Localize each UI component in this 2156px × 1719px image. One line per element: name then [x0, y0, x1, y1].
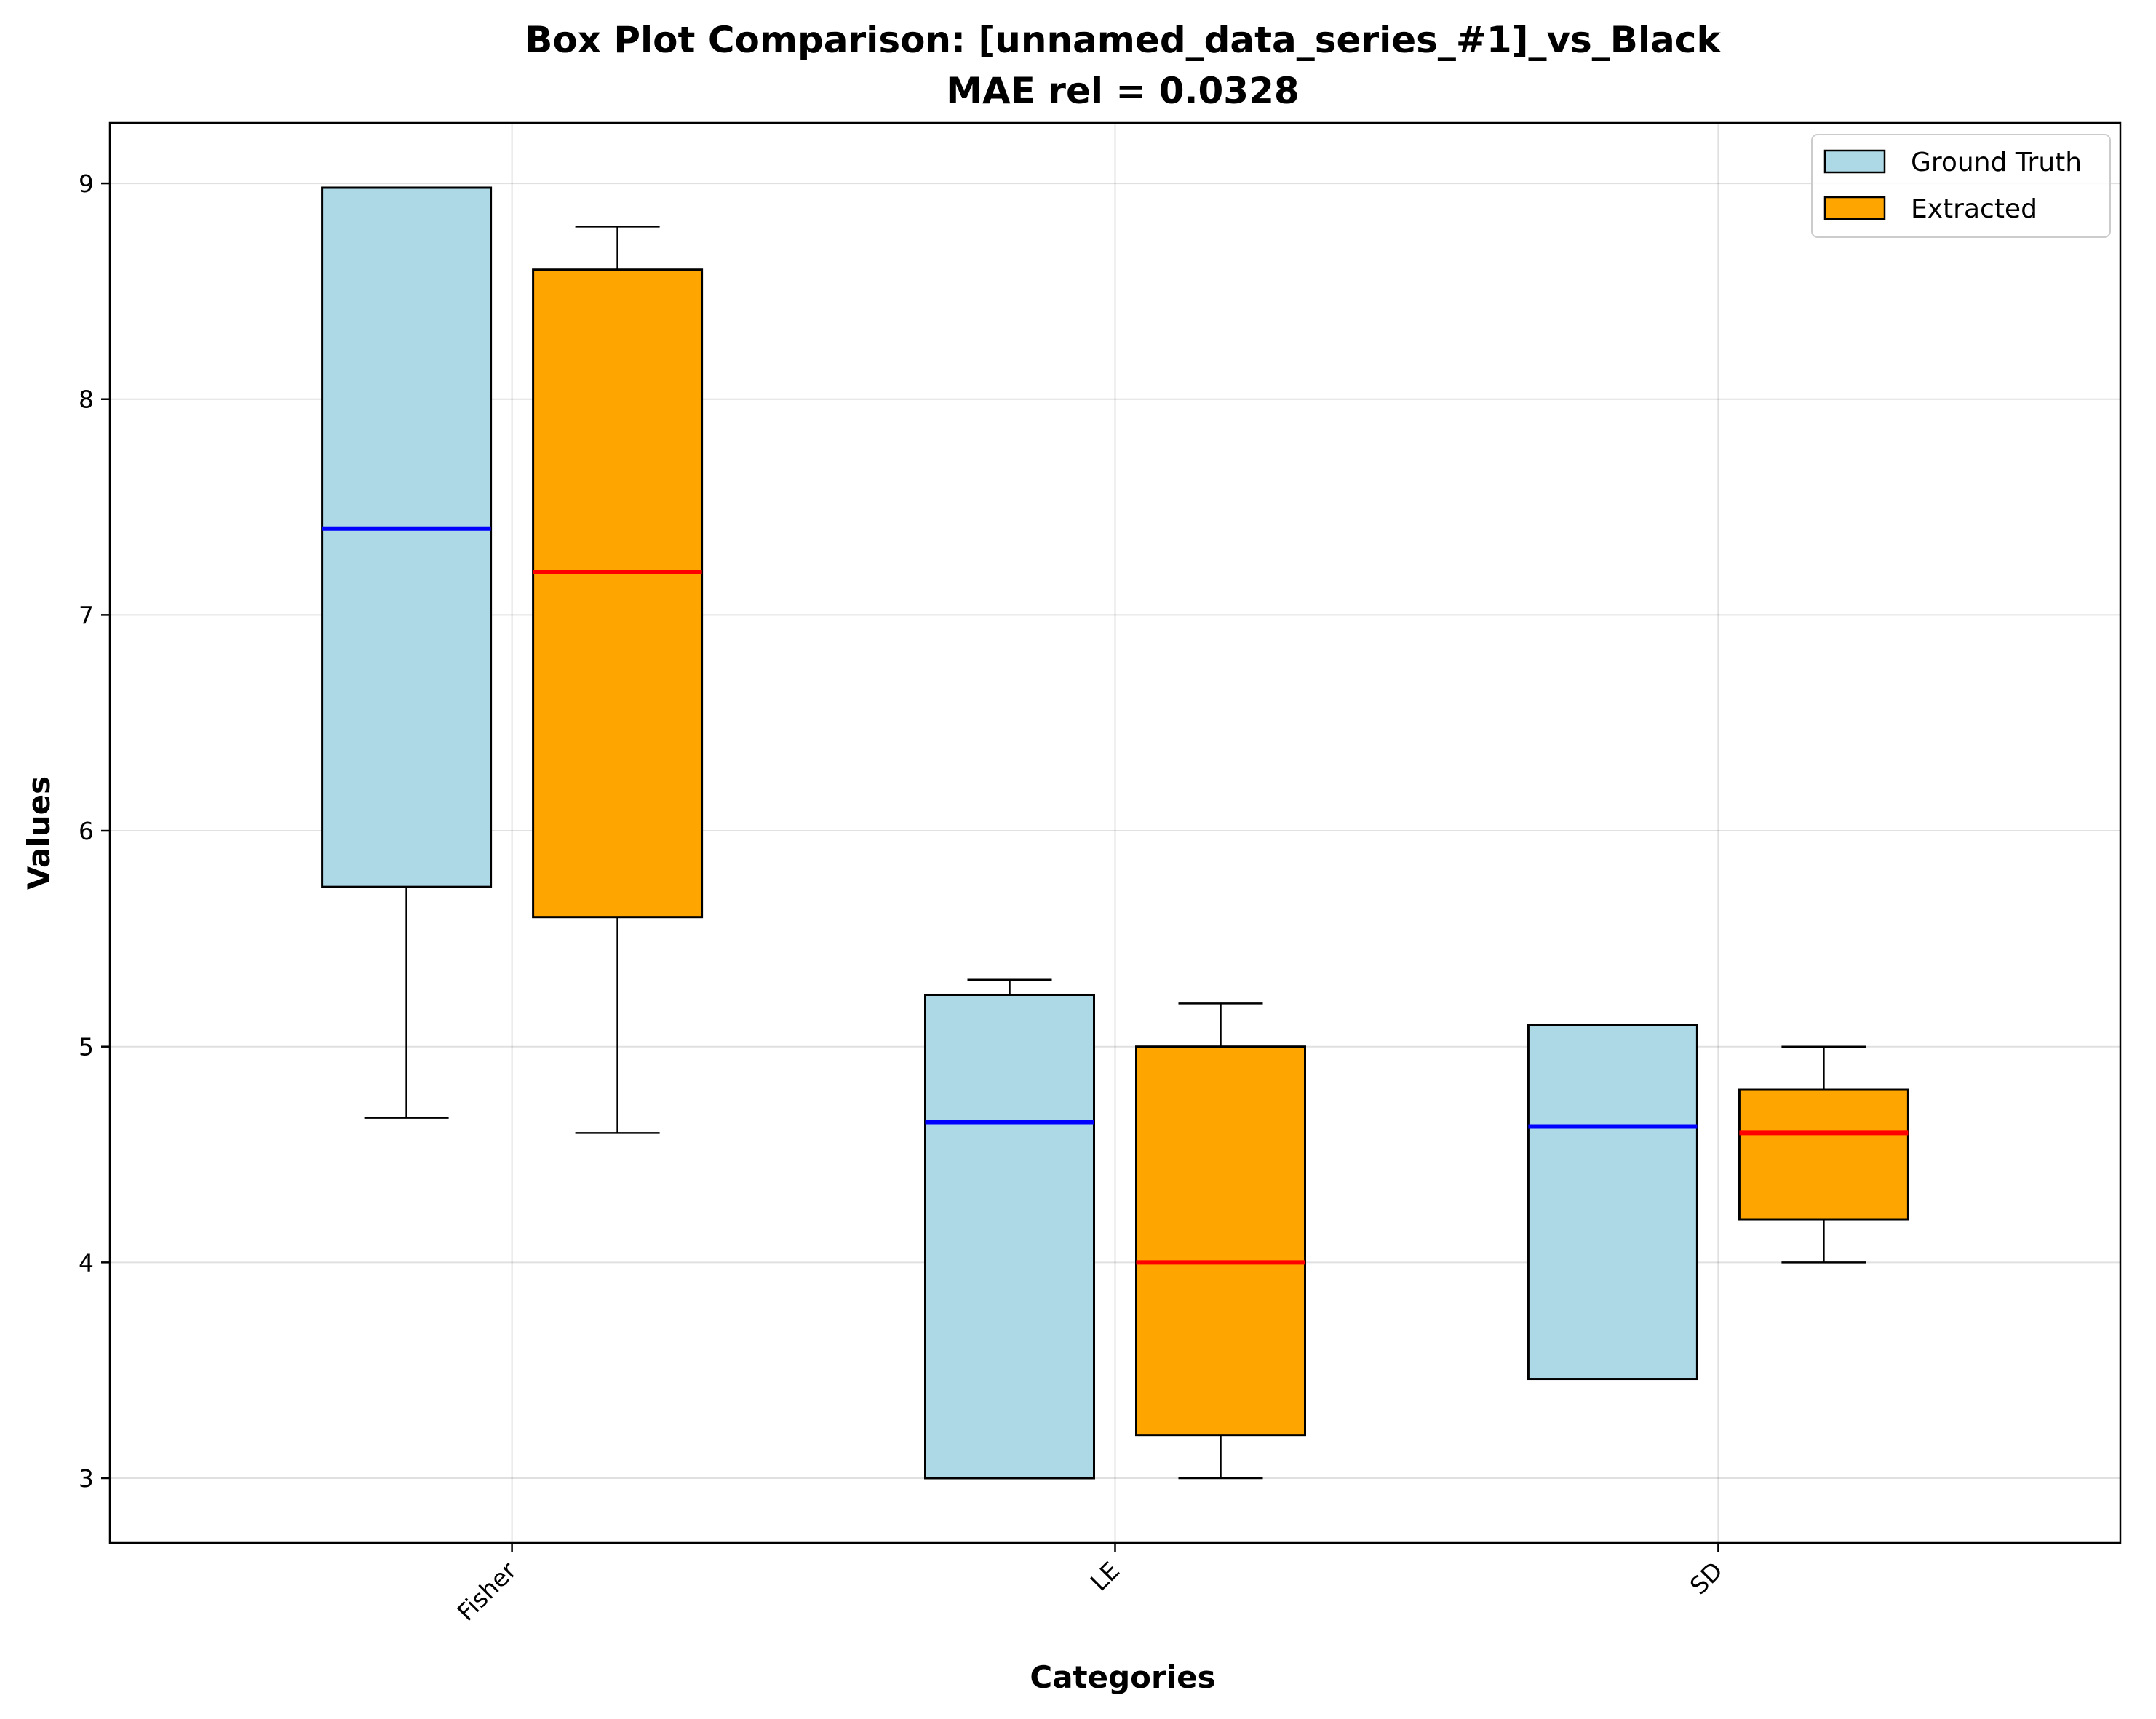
x-tick-label: Fisher — [452, 1556, 522, 1627]
box-extracted — [1135, 1002, 1306, 1480]
x-tick-label: SD — [1684, 1556, 1728, 1600]
y-tick-label: 8 — [79, 386, 94, 414]
y-tick-label: 4 — [79, 1248, 94, 1277]
box-iqr — [532, 268, 704, 919]
y-axis-label: Values — [21, 776, 57, 890]
legend-label: Extracted — [1911, 194, 2037, 224]
box-ground-truth — [1527, 1024, 1698, 1381]
y-axis: 3 4 5 6 7 8 9 — [79, 169, 110, 1493]
box-extracted — [532, 226, 704, 1134]
legend-swatch — [1823, 149, 1886, 174]
y-tick-label: 6 — [79, 817, 94, 845]
x-axis: Fisher LE SD — [452, 1543, 1728, 1627]
legend-frame — [1811, 134, 2111, 238]
chart-title-line1: Box Plot Comparison: [unnamed_data_serie… — [525, 19, 1722, 61]
y-tick-label: 5 — [79, 1033, 94, 1061]
legend-label: Ground Truth — [1911, 148, 2082, 178]
y-tick-label: 7 — [79, 601, 94, 629]
y-tick-label: 3 — [79, 1464, 94, 1493]
box-iqr — [321, 186, 493, 888]
box-ground-truth — [321, 186, 493, 1119]
box-extracted — [1738, 1045, 1909, 1264]
y-tick-label: 9 — [79, 169, 94, 198]
box-iqr — [1135, 1045, 1306, 1437]
legend-swatch — [1823, 196, 1886, 220]
box-iqr — [1738, 1088, 1909, 1221]
box-ground-truth — [924, 978, 1095, 1480]
box-iqr — [924, 993, 1095, 1480]
legend: Ground Truth Extracted — [1811, 134, 2111, 238]
x-axis-label: Categories — [1030, 1659, 1215, 1695]
box-series — [321, 186, 1909, 1480]
x-tick-label: LE — [1085, 1556, 1125, 1596]
box-iqr — [1527, 1024, 1698, 1381]
chart-title-line2: MAE rel = 0.0328 — [946, 70, 1299, 112]
